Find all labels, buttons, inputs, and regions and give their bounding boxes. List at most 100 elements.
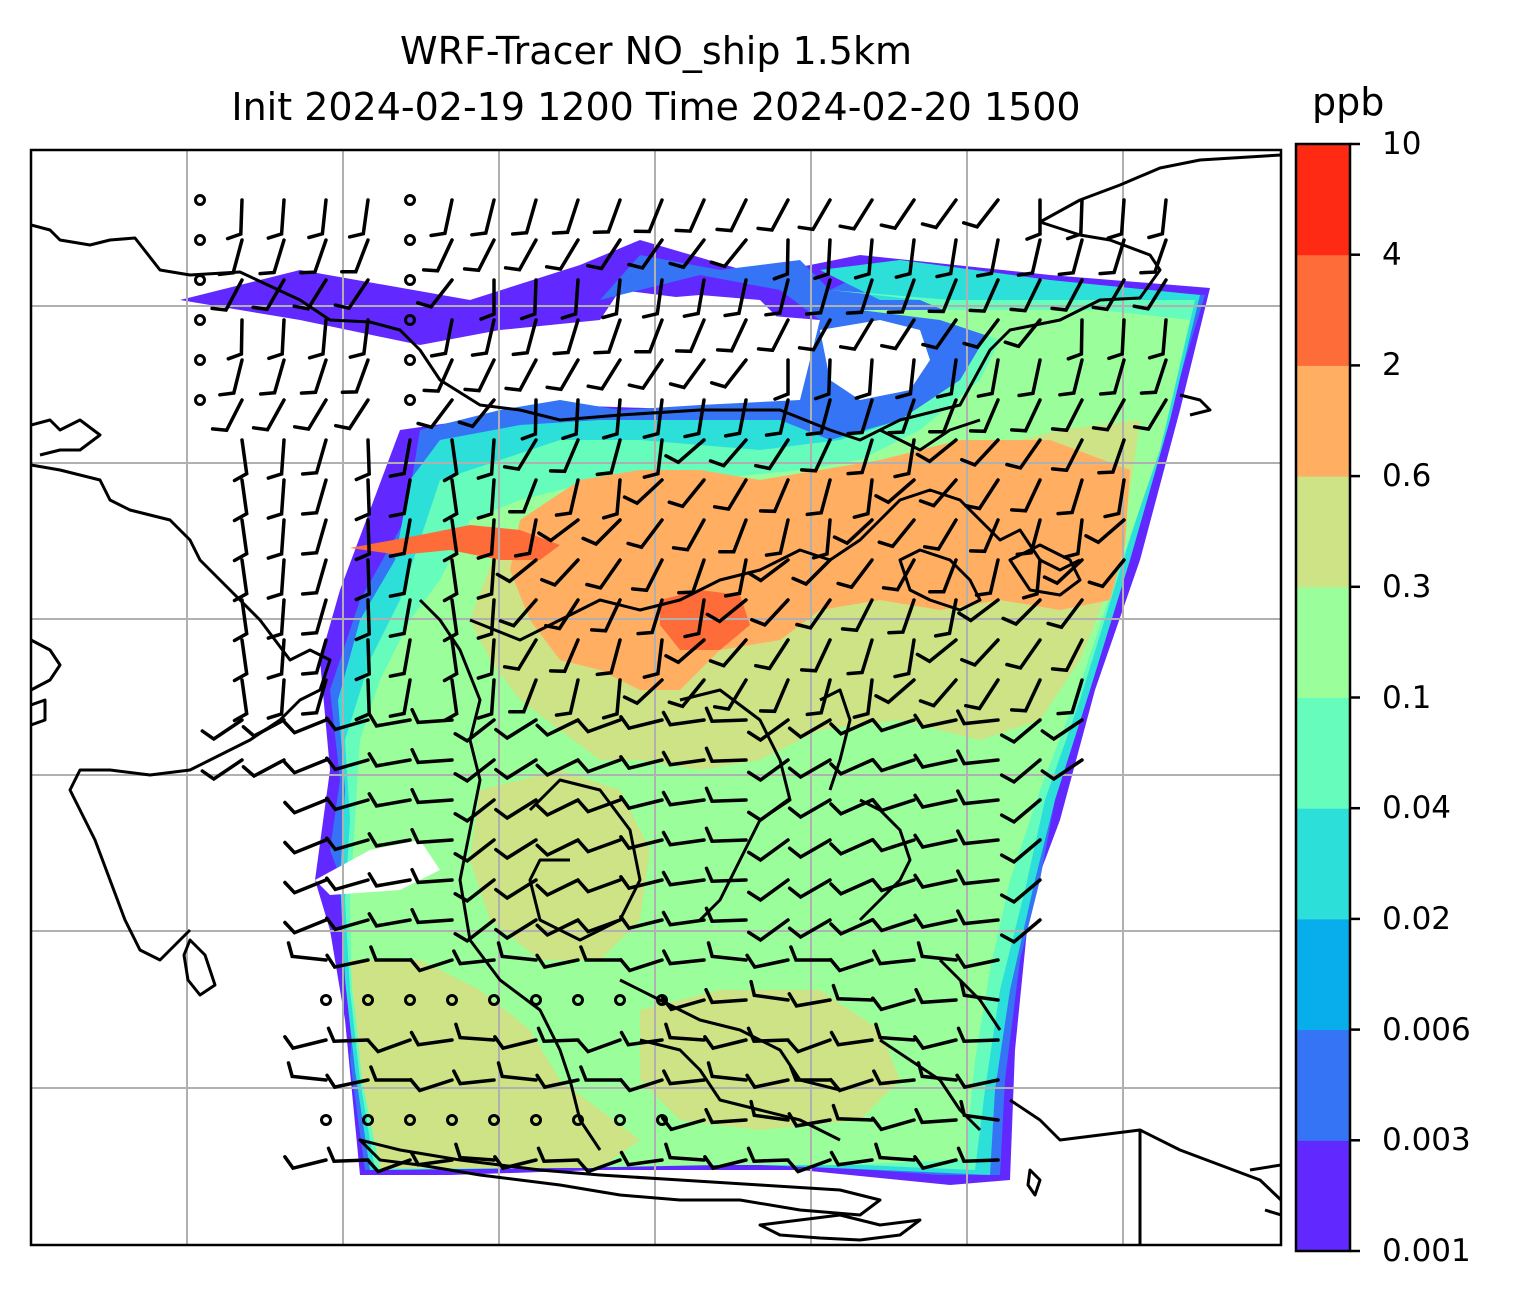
wind-barb <box>799 638 832 673</box>
wind-barb <box>756 318 790 353</box>
wind-barb <box>962 318 1000 350</box>
wind-barb <box>838 198 874 231</box>
wind-barb <box>661 870 706 887</box>
wind-barb <box>429 198 454 238</box>
wind-barb <box>758 478 790 514</box>
wind-barb <box>956 869 1000 886</box>
wind-barb <box>852 478 874 519</box>
wind-barb <box>746 838 790 863</box>
wind-barb <box>829 957 874 973</box>
wind-barb <box>764 398 790 437</box>
wind-barb <box>453 838 496 864</box>
wind-barb <box>577 758 622 774</box>
wind-barb <box>704 746 748 763</box>
wind-barb <box>1009 478 1042 513</box>
wind-barb <box>1098 358 1126 396</box>
wind-barb <box>452 1069 496 1086</box>
colorbar-tick-label: 2 <box>1382 347 1402 384</box>
wind-barb <box>283 918 328 935</box>
wind-barb <box>232 598 249 643</box>
wind-barb <box>664 638 706 665</box>
wind-barb <box>758 678 790 714</box>
wind-barb <box>955 1073 1000 1090</box>
wind-barb <box>880 318 916 351</box>
wind-barb <box>915 438 958 464</box>
wind-barb <box>442 678 459 723</box>
wind-barb <box>829 798 874 816</box>
wind-barb <box>494 878 538 901</box>
colorbar-tick-label: 0.1 <box>1382 679 1432 716</box>
wind-barb <box>1050 278 1084 312</box>
wind-barb <box>916 1061 958 1082</box>
colorbar-segment <box>1296 476 1350 588</box>
wind-barb <box>974 558 1000 597</box>
wind-barb <box>325 836 370 852</box>
wind-barb <box>619 755 664 771</box>
wind-barb <box>764 518 790 557</box>
wind-barb <box>661 790 706 807</box>
wind-barb <box>347 198 370 239</box>
wind-barb <box>619 1077 664 1093</box>
wind-barb <box>893 638 916 679</box>
concentration-field <box>180 240 1210 1185</box>
wind-barb <box>787 1112 832 1128</box>
wind-barb <box>957 598 1000 623</box>
map-border <box>29 148 1283 1247</box>
wind-barb <box>369 945 412 962</box>
wind-barb <box>661 910 706 927</box>
wind-barb <box>470 318 496 357</box>
wind-barb <box>1050 638 1084 673</box>
wind-barb <box>442 638 459 683</box>
wind-barb <box>773 358 790 401</box>
wind-barb <box>813 358 832 401</box>
wind-barb <box>999 878 1042 905</box>
wind-barb <box>1091 398 1126 432</box>
wind-barb <box>552 318 580 356</box>
wind-barb <box>619 875 664 891</box>
calm-wind-circle <box>614 1114 626 1126</box>
wind-barb <box>622 478 664 506</box>
wind-barb <box>442 558 459 603</box>
wind-barb <box>787 878 832 900</box>
wind-barb <box>881 558 916 592</box>
wind-barb <box>494 918 538 941</box>
wind-barb <box>577 718 622 734</box>
wind-barb <box>415 278 454 309</box>
wind-barb <box>453 798 496 824</box>
calm-wind-circle <box>488 1114 500 1126</box>
wind-barb <box>804 278 832 316</box>
wind-barb <box>232 558 249 603</box>
wind-barb <box>595 638 622 677</box>
wind-barb <box>585 558 622 590</box>
wind-barb <box>340 238 370 274</box>
wind-barb <box>723 278 748 318</box>
wind-barb <box>956 1026 1000 1043</box>
colorbar-segment <box>1296 254 1350 366</box>
wind-barb <box>535 918 580 937</box>
wind-barb <box>535 838 580 857</box>
wind-barb <box>325 953 370 970</box>
colorbar-segment <box>1296 918 1350 1031</box>
wind-barb <box>922 518 958 552</box>
wind-barb <box>871 1116 916 1132</box>
wind-barb <box>879 198 916 231</box>
wind-barb <box>956 749 1000 766</box>
wind-barb <box>852 678 874 719</box>
wind-barb <box>470 198 496 237</box>
wind-barb <box>674 198 706 233</box>
wind-barb <box>498 598 538 628</box>
wind-barb <box>928 558 958 594</box>
wind-barb <box>661 710 706 727</box>
colorbar-segment <box>1296 1140 1350 1252</box>
calm-wind-circle <box>362 994 374 1006</box>
wind-barb <box>537 518 580 543</box>
wind-barb <box>968 518 1000 554</box>
wind-barb <box>496 941 538 962</box>
wind-barb <box>968 398 1000 434</box>
wind-barb <box>705 598 748 624</box>
colorbar-tick-label: 0.02 <box>1382 900 1452 937</box>
wind-barb <box>829 1077 874 1093</box>
wind-barb <box>789 945 832 962</box>
wind-barb <box>232 518 249 563</box>
wind-barb <box>577 878 622 894</box>
